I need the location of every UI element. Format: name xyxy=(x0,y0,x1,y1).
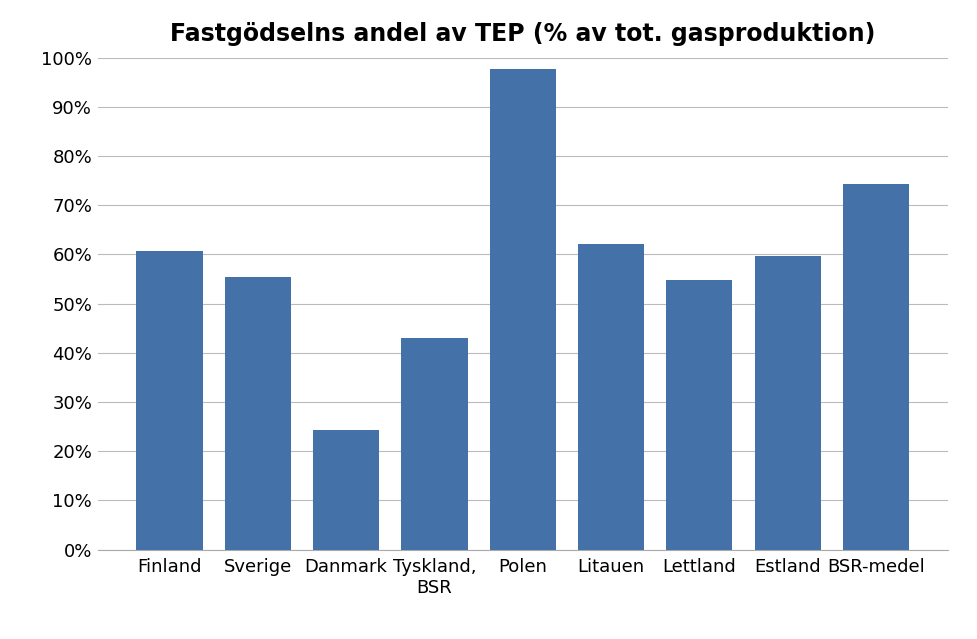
Bar xyxy=(489,69,556,550)
Bar xyxy=(225,277,291,550)
Bar xyxy=(843,185,909,550)
Bar xyxy=(137,251,202,550)
Bar xyxy=(666,280,733,550)
Bar xyxy=(754,256,821,550)
Bar xyxy=(402,338,468,550)
Bar xyxy=(577,244,644,550)
Bar xyxy=(313,430,379,550)
Title: Fastgödselns andel av TEP (% av tot. gasproduktion): Fastgödselns andel av TEP (% av tot. gas… xyxy=(170,22,875,46)
